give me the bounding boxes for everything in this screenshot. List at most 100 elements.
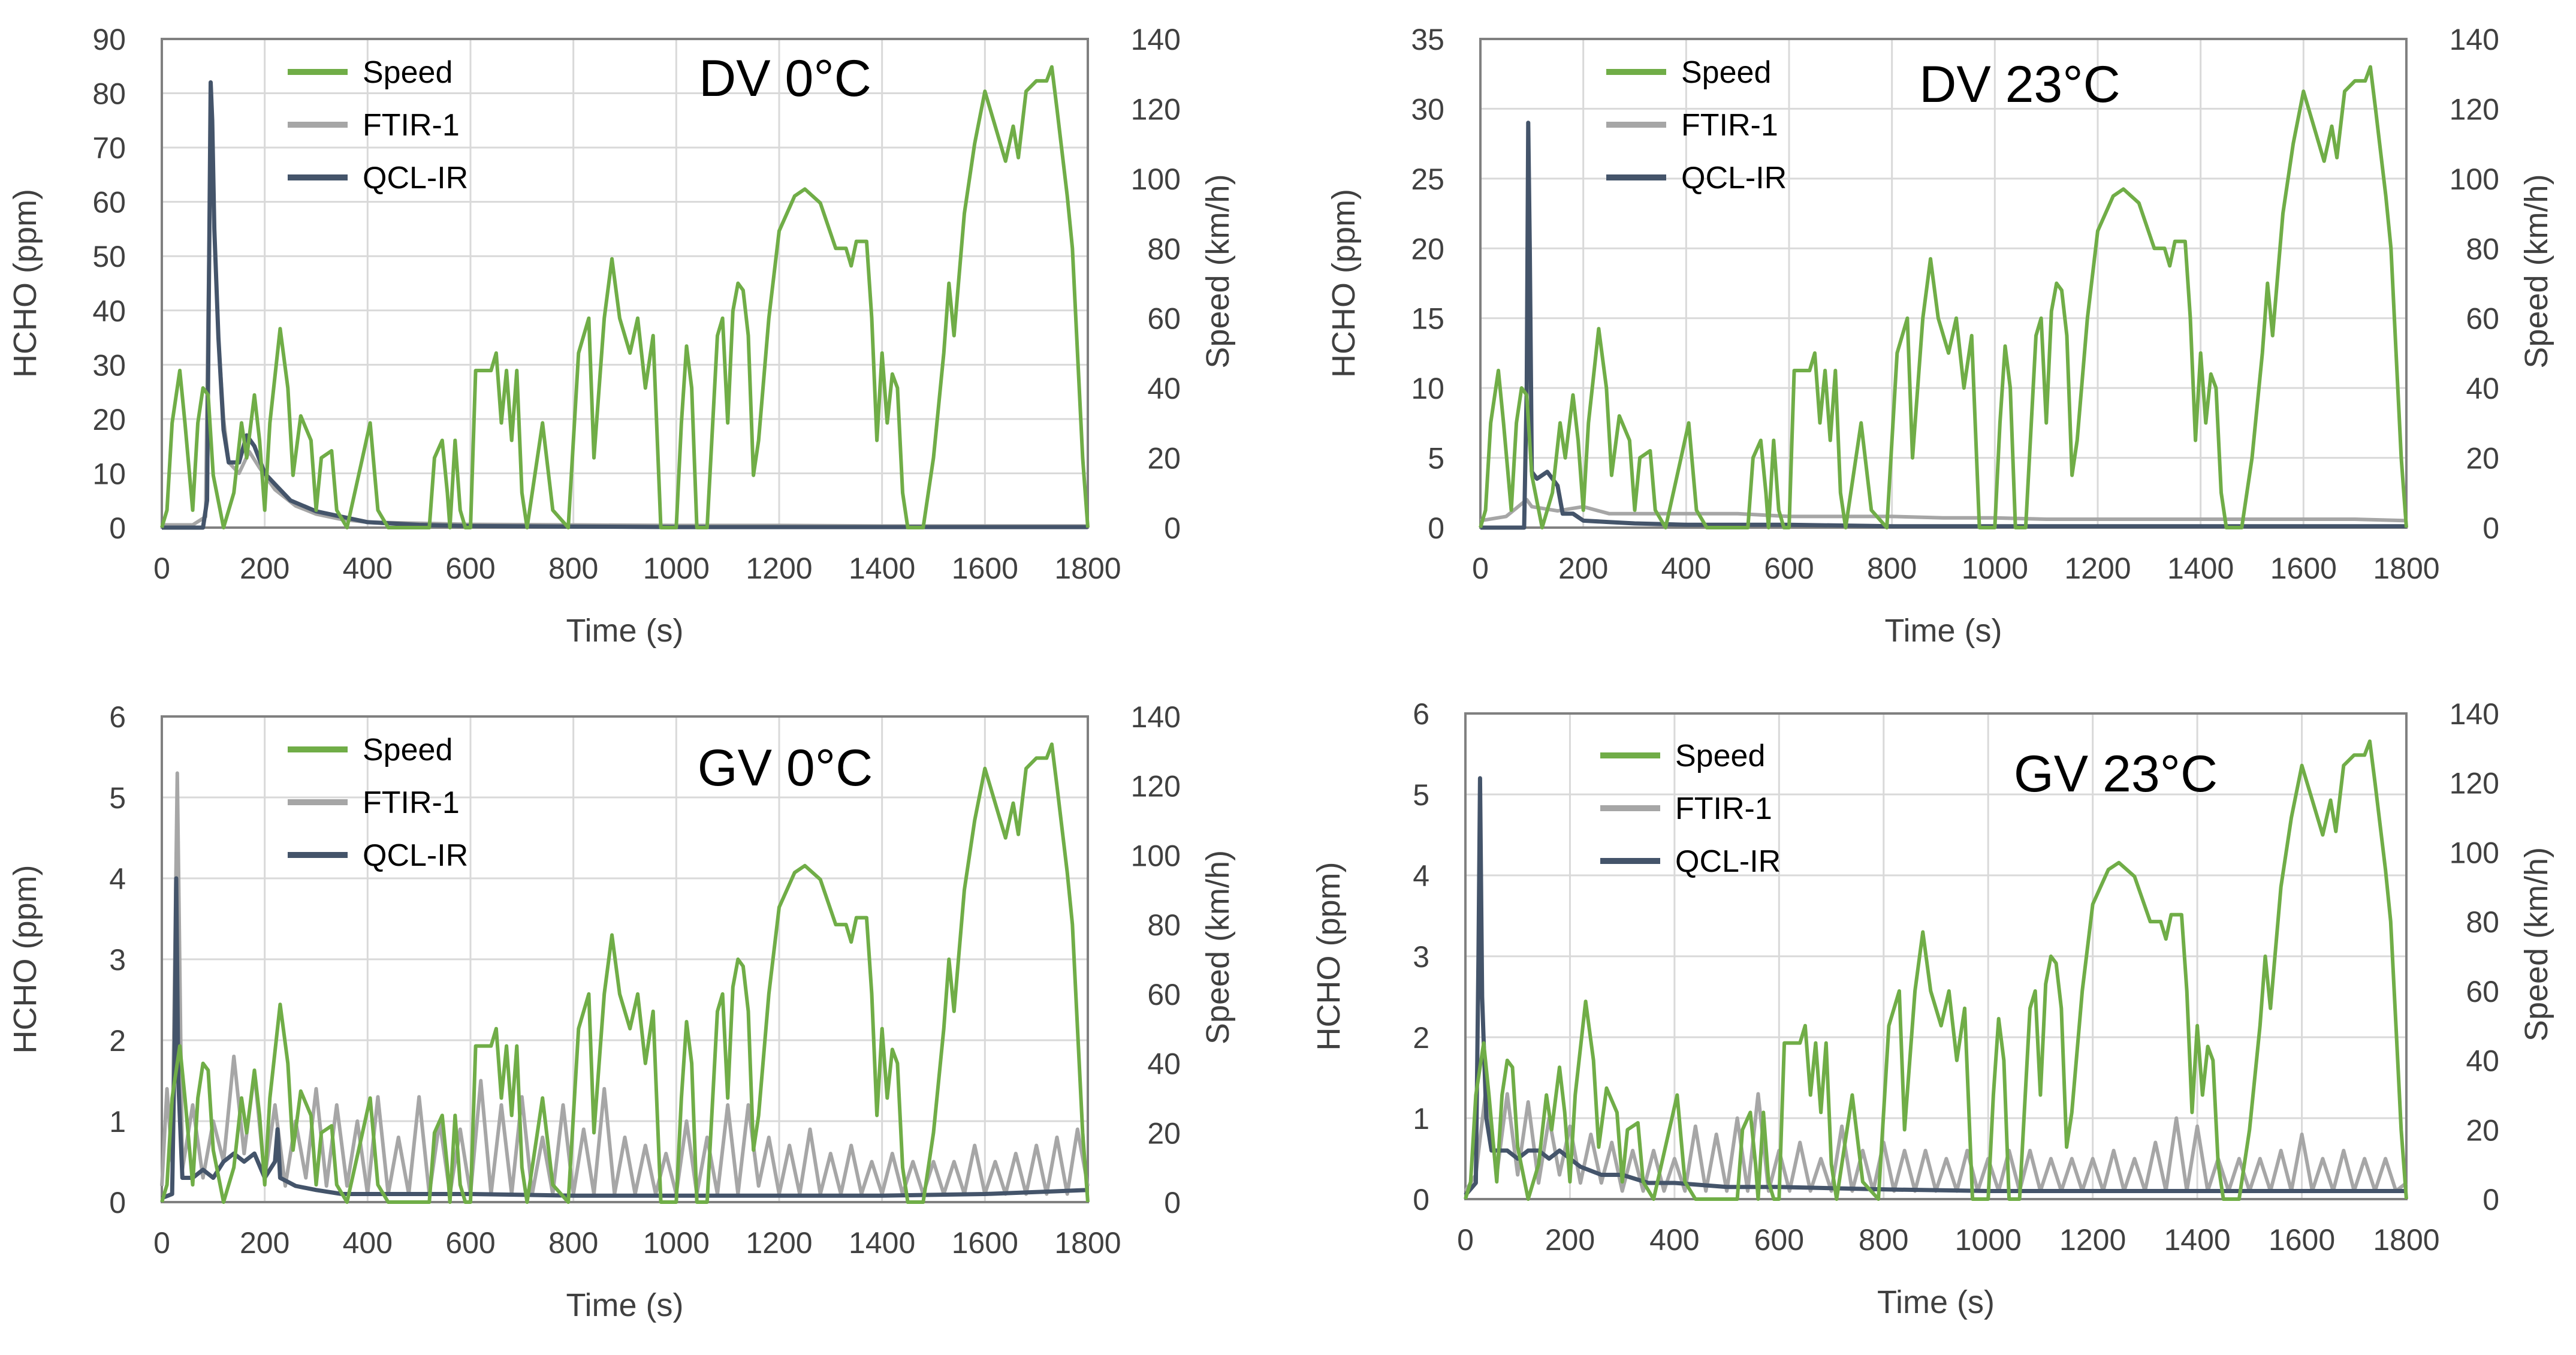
legend-label-ftir-1: FTIR-1	[363, 108, 460, 143]
legend-label-speed: Speed	[363, 55, 453, 90]
x-tick-label: 0	[153, 552, 170, 585]
chart-panel-4: 0 200 400 600 800 1000 1200 1400 1600 18000123456…	[1311, 697, 2554, 1320]
x-tick-label: 1200	[746, 552, 812, 585]
y2-tick-label: 0	[2483, 1183, 2499, 1217]
x-tick-label: 200	[240, 552, 289, 585]
chart-title: DV 23°C	[1919, 56, 2120, 113]
y2-tick-label: 100	[1131, 162, 1181, 196]
y2-tick-label: 0	[1164, 1186, 1181, 1220]
x-tick-label: 1600	[952, 1226, 1018, 1260]
y-tick-label: 20	[1411, 232, 1444, 266]
series-line-ftir-1	[1480, 498, 2407, 523]
legend-label-speed: Speed	[363, 733, 453, 767]
y-tick-label: 0	[109, 511, 126, 545]
series-line-qcl-ir	[162, 80, 1088, 530]
y2-tick-label: 40	[1147, 1047, 1181, 1081]
legend-label-speed: Speed	[1681, 55, 1771, 90]
y2-axis-label: Speed (km/h)	[2518, 174, 2554, 368]
y2-tick-label: 140	[1131, 700, 1181, 734]
x-tick-label: 1600	[2269, 1223, 2335, 1257]
y2-tick-label: 20	[1147, 1116, 1181, 1150]
x-tick-label: 800	[548, 1226, 598, 1260]
y-tick-label: 60	[92, 186, 126, 219]
y2-tick-label: 80	[1147, 232, 1181, 266]
x-tick-label: 1200	[2059, 1223, 2126, 1257]
legend-label-ftir-1: FTIR-1	[363, 785, 460, 820]
x-tick-label: 600	[445, 1226, 495, 1260]
y-tick-label: 15	[1411, 302, 1444, 336]
y2-tick-label: 40	[1147, 372, 1181, 405]
x-axis-label: Time (s)	[1877, 1284, 1995, 1320]
x-tick-label: 1000	[1955, 1223, 2022, 1257]
y-tick-label: 3	[109, 943, 126, 977]
plot-area-frame	[1464, 712, 2408, 1200]
y-tick-label: 70	[92, 131, 126, 165]
y2-tick-label: 140	[2450, 23, 2499, 56]
x-tick-label: 1400	[2167, 552, 2234, 585]
x-tick-label: 1400	[849, 1226, 915, 1260]
y-tick-label: 0	[109, 1186, 126, 1220]
x-axis-label: Time (s)	[1885, 613, 2002, 649]
y2-tick-label: 120	[1131, 92, 1181, 126]
legend-label-ftir-1: FTIR-1	[1681, 108, 1778, 143]
plot-area-frame	[161, 715, 1089, 1203]
y2-tick-label: 60	[2466, 302, 2499, 336]
x-tick-label: 600	[1754, 1223, 1804, 1257]
legend-label-qcl-ir: QCL-IR	[1681, 161, 1787, 195]
x-tick-label: 1200	[746, 1226, 812, 1260]
y-tick-label: 5	[1428, 442, 1444, 475]
y2-axis-label: Speed (km/h)	[1200, 850, 1236, 1044]
y-tick-label: 90	[92, 23, 126, 56]
series-line-qcl-ir	[161, 876, 1088, 1200]
x-tick-label: 800	[1859, 1223, 1908, 1257]
chart-panel-3: 0 200 400 600 800 1000 1200 1400 1600 18000123456…	[7, 700, 1236, 1323]
x-tick-label: 1800	[2373, 552, 2439, 585]
x-tick-label: 400	[343, 1226, 393, 1260]
y2-axis-label: Speed (km/h)	[2518, 847, 2554, 1041]
y2-axis-label: Speed (km/h)	[1200, 174, 1236, 368]
series-line-qcl-ir	[1464, 776, 2406, 1197]
x-tick-label: 1400	[2164, 1223, 2230, 1257]
y2-tick-label: 100	[2450, 162, 2499, 196]
x-tick-label: 1200	[2064, 552, 2131, 585]
y2-tick-label: 0	[1164, 511, 1181, 545]
x-tick-label: 800	[1867, 552, 1917, 585]
x-tick-label: 600	[1764, 552, 1814, 585]
chart-title: DV 0°C	[699, 50, 871, 107]
chart-panel-1: 0 200 400 600 800 1000 1200 1400 1600 18000102030…	[7, 23, 1236, 649]
y-axis-label: HCHO (ppm)	[1326, 189, 1362, 378]
x-axis-label: Time (s)	[566, 1287, 684, 1323]
y-tick-label: 80	[92, 77, 126, 111]
legend-label-speed: Speed	[1675, 739, 1765, 773]
y2-tick-label: 140	[1131, 23, 1181, 56]
y-axis-label: HCHO (ppm)	[1311, 862, 1347, 1050]
series-line-qcl-ir	[1480, 121, 2406, 530]
y-tick-label: 35	[1411, 23, 1444, 56]
y-tick-label: 30	[1411, 92, 1444, 126]
y2-tick-label: 20	[1147, 442, 1181, 475]
x-tick-label: 400	[343, 552, 393, 585]
y-tick-label: 6	[1413, 697, 1429, 731]
y-tick-label: 1	[109, 1105, 126, 1139]
y-tick-label: 6	[109, 700, 126, 734]
y2-tick-label: 120	[2450, 767, 2499, 800]
y-tick-label: 20	[92, 403, 126, 436]
legend-label-qcl-ir: QCL-IR	[363, 838, 468, 873]
legend-label-qcl-ir: QCL-IR	[363, 161, 468, 195]
x-tick-label: 200	[1558, 552, 1608, 585]
y2-tick-label: 60	[2466, 975, 2499, 1008]
x-tick-label: 1600	[952, 552, 1018, 585]
y2-tick-label: 80	[1147, 908, 1181, 942]
y-axis-label: HCHO (ppm)	[7, 189, 43, 378]
y2-tick-label: 0	[2483, 511, 2499, 545]
x-axis-label: Time (s)	[566, 613, 684, 649]
y-tick-label: 2	[1413, 1021, 1429, 1055]
x-tick-label: 1600	[2270, 552, 2337, 585]
y-tick-label: 30	[92, 348, 126, 382]
y-tick-label: 1	[1413, 1102, 1429, 1136]
y-tick-label: 10	[1411, 372, 1444, 405]
y-tick-label: 50	[92, 240, 126, 273]
series-line-speed	[1479, 65, 2408, 529]
legend-label-qcl-ir: QCL-IR	[1675, 844, 1781, 879]
